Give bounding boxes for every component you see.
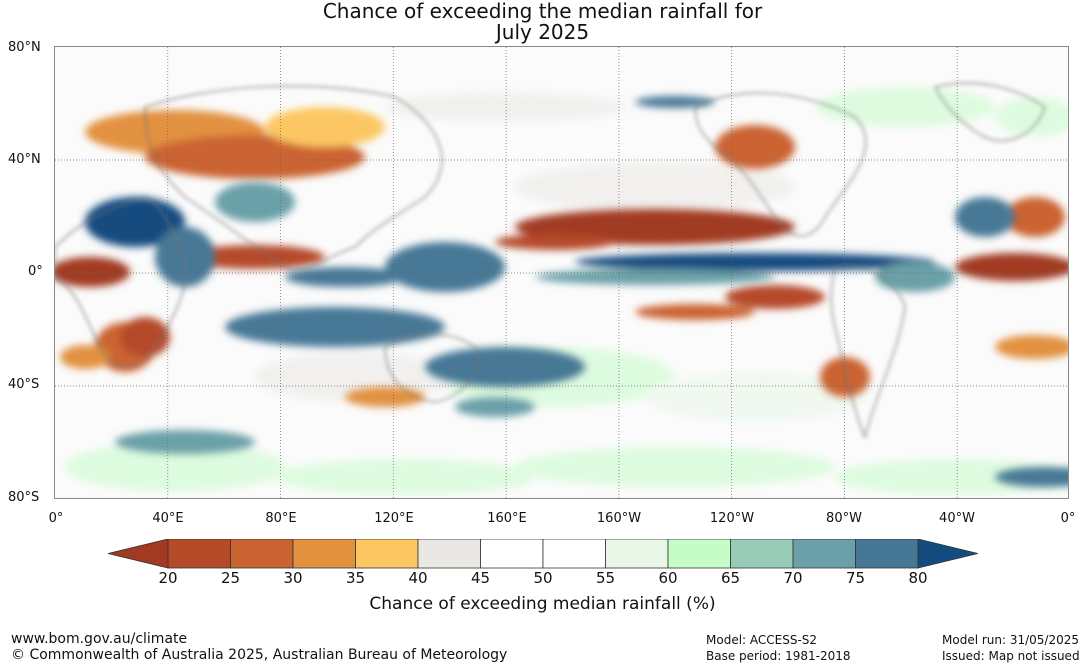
lon-label-80w: 80°W [826,511,862,526]
colorbar-segment [667,539,731,569]
map-svg [55,47,1068,498]
colorbar-segment [605,539,669,569]
lon-label-160w: 160°W [596,511,642,526]
colorbar-tick-label: 20 [158,569,178,587]
dry-regions [55,107,1068,407]
map-title-line-2: July 2025 [495,20,590,44]
lon-label-120w: 120°W [709,511,755,526]
background-patches [65,87,1068,495]
lon-label-0-right: 0° [1060,511,1076,526]
colorbar-tick-label: 30 [283,569,303,587]
coastlines [55,82,1046,439]
colorbar-tick-label: 55 [595,569,616,587]
colorbar-segment [292,539,356,569]
colorbar-segment [792,539,856,569]
colorbar-tick-label: 35 [345,569,366,587]
colorbar-segment [480,539,544,569]
lat-label-0: 0° [28,264,43,279]
colorbar-tick-label: 40 [408,569,428,587]
colorbar-tick-label: 75 [845,569,866,587]
colorbar-tick-label: 60 [658,569,678,587]
footer-url: www.bom.gov.au/climate [11,631,188,647]
footer-base-period: Base period: 1981-2018 [706,649,851,663]
colorbar-tick-label: 45 [470,569,491,587]
colorbar-tick-label: 50 [533,569,553,587]
lon-label-120e: 120°E [374,511,414,526]
lon-label-80e: 80°E [265,511,297,526]
map-title-line-1: Chance of exceeding the median rainfall … [322,0,763,23]
colorbar-segment [730,539,794,569]
colorbar-tick-label: 80 [908,569,928,587]
rainfall-probability-map [54,46,1069,499]
colorbar-tick-label: 25 [220,569,241,587]
lat-label-40n: 40°N [8,152,41,167]
colorbar-segment [417,539,481,569]
colorbar-segment [855,539,919,569]
colorbar-segment [230,539,294,569]
footer-copyright: © Commonwealth of Australia 2025, Austra… [11,647,508,663]
footer-model-run: Model run: 31/05/2025 [942,633,1080,647]
lat-label-80n: 80°N [8,40,41,55]
footer-issued: Issued: Map not issued [942,649,1080,663]
colorbar-segment [355,539,419,569]
colorbar-arrow-high [917,539,978,569]
lon-label-40e: 40°E [152,511,184,526]
lat-label-40s: 40°S [8,377,40,392]
colorbar-tick-label: 70 [783,569,803,587]
colorbar-arrow-low [108,539,169,569]
colorbar [108,539,978,569]
footer-model: Model: ACCESS-S2 [706,633,818,647]
colorbar-segment [167,539,231,569]
colorbar-label: Chance of exceeding median rainfall (%) [369,594,716,614]
colorbar-segment [542,539,606,569]
lat-label-80s: 80°S [8,490,40,505]
lon-label-160e: 160°E [487,511,527,526]
lon-label-40w: 40°W [939,511,975,526]
lon-label-0-left: 0° [48,511,64,526]
graticule [55,47,1068,498]
colorbar-tick-label: 65 [720,569,741,587]
